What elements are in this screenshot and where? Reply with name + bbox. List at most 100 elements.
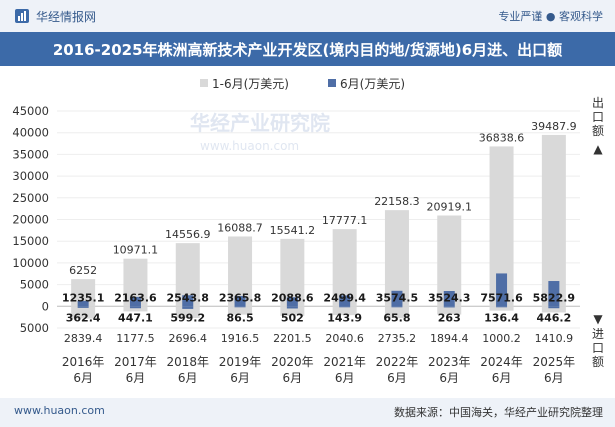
label-month-export: 1235.1 [62, 292, 104, 305]
label-month-import: 65.8 [383, 312, 410, 325]
label-ytd-export: 6252 [69, 264, 97, 277]
export-axis-label: 出口额 [591, 96, 604, 138]
bar-month-export [443, 291, 455, 307]
watermark: 华经产业研究院 [190, 111, 330, 135]
label-month-export: 2163.6 [114, 292, 157, 305]
bar-month-export [548, 281, 560, 307]
data-source: 数据来源：中国海关，华经产业研究院整理 [394, 406, 603, 419]
x-tick-label-month: 6月 [73, 371, 93, 385]
bar-month-export [129, 296, 141, 307]
import-axis-label: 进口额 [591, 327, 604, 369]
bar-ytd-import [175, 306, 200, 319]
y-tick-label: 5000 [20, 278, 49, 292]
label-month-import: 263 [438, 312, 461, 325]
label-month-export: 3524.3 [428, 292, 470, 305]
bar-month-import [548, 306, 560, 309]
label-ytd-export: 14556.9 [165, 228, 211, 241]
x-tick-label-month: 6月 [492, 371, 512, 385]
x-tick-label-year: 2019年 [219, 355, 262, 369]
label-month-export: 2365.8 [219, 292, 261, 305]
y-tick-label: 40000 [12, 126, 49, 140]
label-month-import: 136.4 [484, 312, 519, 325]
bar-ytd-export [384, 210, 409, 307]
export-arrow-icon: ▲ [593, 142, 603, 156]
label-ytd-export: 16088.7 [217, 221, 263, 234]
bar-ytd-import [280, 306, 305, 316]
website-link[interactable]: www.huaon.com [14, 404, 105, 417]
label-ytd-import: 1916.5 [221, 332, 260, 345]
bar-ytd-import [332, 306, 357, 316]
label-month-import: 86.5 [226, 312, 253, 325]
y-tick-label: 15000 [12, 234, 49, 248]
bar-month-import [496, 306, 508, 308]
x-tick-label-year: 2022年 [376, 355, 419, 369]
chart-title: 2016-2025年株洲高新技术产业开发区(境内目的地/货源地)6月进、出口额 [52, 41, 563, 59]
x-tick-label-year: 2023年 [428, 355, 471, 369]
import-arrow-icon: ▼ [593, 312, 603, 326]
bar-ytd-import [228, 306, 253, 315]
brand-name[interactable]: 华经情报网 [36, 10, 97, 24]
bar-ytd-export [228, 236, 253, 307]
label-ytd-export: 39487.9 [531, 120, 577, 133]
slogan: 专业严谨 ● 客观科学 [498, 10, 603, 23]
bar-month-import [77, 306, 89, 308]
bar-month-export [182, 295, 194, 307]
label-ytd-export: 22158.3 [374, 195, 420, 208]
label-month-import: 447.1 [118, 312, 153, 325]
y-tick-label: 5000 [20, 321, 49, 335]
label-ytd-import: 1177.5 [116, 332, 155, 345]
x-tick-label-year: 2016年 [62, 355, 105, 369]
label-ytd-import: 2696.4 [169, 332, 208, 345]
x-tick-label-year: 2021年 [323, 355, 366, 369]
label-month-export: 2088.6 [271, 292, 314, 305]
label-ytd-export: 36838.6 [479, 131, 525, 144]
x-tick-label-month: 6月 [283, 371, 303, 385]
bar-ytd-import [489, 306, 514, 311]
bar-month-import [182, 306, 194, 309]
legend-swatch [200, 79, 208, 87]
x-tick-label-year: 2020年 [271, 355, 314, 369]
label-ytd-import: 2201.5 [273, 332, 312, 345]
bar-month-import [443, 306, 455, 308]
label-month-import: 502 [281, 312, 304, 325]
bar-month-import [129, 306, 141, 309]
y-tick-label: 20000 [12, 213, 49, 227]
label-month-export: 7571.6 [480, 292, 523, 305]
x-tick-label-month: 6月 [544, 371, 564, 385]
label-month-import: 599.2 [170, 312, 205, 325]
label-ytd-import: 2040.6 [325, 332, 364, 345]
label-ytd-export: 15541.2 [270, 224, 316, 237]
legend-swatch [328, 79, 336, 87]
y-tick-label: 35000 [12, 147, 49, 161]
y-tick-label: 0 [42, 299, 49, 313]
x-tick-label-month: 6月 [178, 371, 198, 385]
label-month-export: 3574.5 [376, 292, 418, 305]
top-banner: 华经情报网 专业严谨 ● 客观科学 [0, 0, 615, 32]
y-tick-label: 25000 [12, 191, 49, 205]
label-month-import: 143.9 [327, 312, 362, 325]
x-tick-label-year: 2018年 [166, 355, 209, 369]
x-tick-label-year: 2025年 [533, 355, 576, 369]
bar-month-export [391, 290, 403, 307]
watermark-url: www.huaon.com [200, 139, 299, 153]
chart-area: 华经产业研究院 www.huaon.com 5000 0 5000 10000 15000 2… [12, 77, 580, 385]
x-tick-label-month: 6月 [335, 371, 355, 385]
label-ytd-import: 1410.9 [535, 332, 574, 345]
bar-ytd-import [541, 306, 566, 313]
y-tick-label: 10000 [12, 256, 49, 270]
x-tick-label-month: 6月 [126, 371, 146, 385]
bar-ytd-import [437, 306, 462, 315]
bar-month-export [339, 295, 351, 307]
bar-month-export [286, 297, 298, 307]
x-tick-label-year: 2024年 [480, 355, 523, 369]
x-tick-label-year: 2017年 [114, 355, 157, 369]
legend-label: 6月(万美元) [340, 77, 405, 91]
bar-month-export [234, 296, 246, 307]
label-ytd-export: 17777.1 [322, 214, 368, 227]
footer-bar: www.huaon.com 数据来源：中国海关，华经产业研究院整理 [0, 398, 615, 427]
bar-month-import [339, 306, 351, 308]
bar-ytd-export [280, 238, 305, 307]
bar-ytd-import [384, 306, 409, 319]
y-tick-label: 45000 [12, 104, 49, 118]
label-month-export: 2499.4 [323, 292, 366, 305]
